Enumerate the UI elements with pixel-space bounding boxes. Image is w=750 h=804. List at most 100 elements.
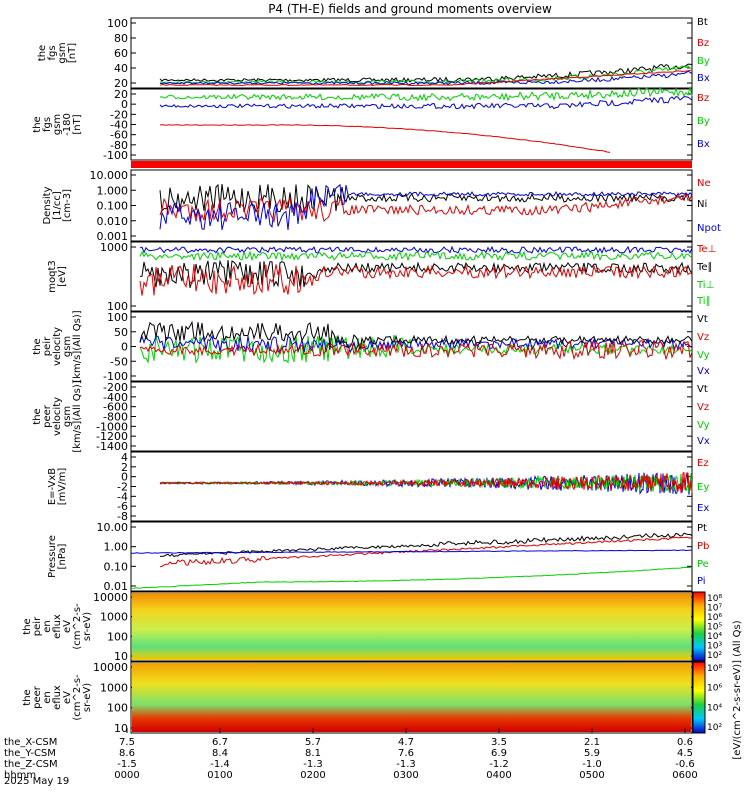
footer-date: 2025 May 19 [4, 776, 69, 787]
legend-Pi: Pi [697, 576, 706, 587]
y-axis-label: gsm [62, 336, 73, 357]
x-row-label: the_Y-CSM [4, 748, 56, 759]
y-axis-label: [cm-3] [62, 189, 73, 222]
y-tick-label: -4 [117, 490, 128, 503]
x-tick-value: 8.4 [212, 748, 228, 759]
y-axis-label: [mV/m] [57, 468, 68, 506]
panel-peir_velocity: 100 50 0-50 -100 the peir velocity gsm [km/s](Al… [32, 310, 710, 383]
colorbar-label: [eV/(cm^2-s-sr-eV)] (All Qs) [732, 620, 743, 759]
y-axis-label: [nT] [67, 43, 78, 63]
x-tick-value: -1.3 [396, 759, 416, 770]
y-tick-label: -600 [103, 401, 128, 414]
y-axis-label: -180 [62, 113, 73, 136]
legend-Vt: Vt [697, 314, 708, 325]
y-tick-label: -1400 [96, 440, 128, 453]
trace-Npot [159, 183, 693, 231]
y-tick-label: -80 [110, 139, 128, 152]
x-tick-value: 0500 [579, 770, 604, 781]
legend-Bx: Bx [697, 73, 710, 84]
y-tick-label: 10 [114, 722, 128, 735]
colorbar-tick-label: 10⁶ [707, 684, 722, 694]
legend-Ey: Ey [697, 482, 709, 493]
legend-Bz: Bz [697, 38, 709, 49]
legend-Ti⊥: Ti⊥ [696, 280, 714, 291]
x-tick-value: -1.5 [117, 759, 137, 770]
heatmap-field [132, 663, 691, 732]
y-tick-label: 20 [114, 88, 128, 101]
x-tick-value: -1.3 [303, 759, 323, 770]
x-tick-value: 0.6 [677, 737, 693, 748]
y-tick-label: 2 [121, 461, 128, 474]
x-tick-value: -1.4 [210, 759, 230, 770]
x-tick-value: 4.7 [398, 737, 414, 748]
y-tick-label: 40 [114, 62, 128, 75]
y-tick-label: 10000 [93, 661, 128, 674]
y-axis-label: Pressure [47, 535, 58, 578]
y-tick-label: -50 [110, 355, 128, 368]
y-tick-label: 60 [114, 47, 128, 60]
legend-Te∥: Te∥ [696, 262, 713, 273]
trace-Te-perp [139, 263, 693, 296]
trace-Pb [159, 536, 693, 568]
y-axis-label: eflux [52, 685, 63, 710]
y-axis-label: (cm^2-s- [72, 674, 83, 721]
y-tick-label: 1000 [100, 611, 128, 624]
x-tick-value: -0.6 [675, 759, 695, 770]
y-tick-label: 100 [107, 311, 128, 324]
x-tick-value: 0400 [486, 770, 511, 781]
trace-Bz [159, 69, 692, 87]
trace-By [159, 85, 693, 102]
y-tick-label: 50 [114, 326, 128, 339]
trace-Vx [139, 334, 693, 354]
y-axis-label: eV [62, 691, 73, 704]
y-tick-label: -1200 [96, 430, 128, 443]
y-tick-label: 1.00 [104, 541, 129, 554]
legend-Bz: Bz [697, 93, 709, 104]
y-axis-label: sr-eV) [82, 683, 93, 712]
y-tick-label: 0 [121, 341, 128, 354]
colorbar-tick-label: 10³ [707, 642, 722, 652]
trace-Ne [159, 192, 693, 224]
y-axis-label: the [22, 618, 33, 634]
x-tick-value: 6.9 [491, 748, 507, 759]
y-tick-label: 1000 [100, 681, 128, 694]
colorbar-tick-label: 10² [707, 723, 722, 733]
x-axis-block: the_X-CSMthe_Y-CSMthe_Z-CSMhhmm7.58.6-1.… [4, 728, 698, 781]
y-tick-label: -40 [110, 119, 128, 132]
y-axis-label: gsm [62, 406, 73, 427]
y-axis-label: [eV] [57, 266, 68, 287]
legend-Ne: Ne [697, 178, 711, 189]
y-axis-label: the [22, 689, 33, 705]
trace-Bt [159, 63, 693, 83]
trace-Ti [139, 250, 693, 262]
y-axis-label: [km/s](All Qs)] [72, 380, 83, 452]
legend-Npot: Npot [697, 223, 721, 234]
y-tick-label: 10.000 [90, 169, 129, 182]
y-tick-label: -20 [110, 108, 128, 121]
x-tick-value: 0000 [114, 770, 139, 781]
y-axis-label: E=-VxB [47, 468, 58, 505]
colorbar-tick-label: 10⁷ [707, 604, 722, 614]
trace-Ez [159, 471, 693, 494]
x-tick-value: 7.5 [119, 737, 135, 748]
panel-peir_spec: 10000 1000 100 10 the peir en eflux eV (cm^2-s-sr… [22, 591, 722, 663]
legend-Vy: Vy [697, 350, 710, 361]
panel-fgs_mag: 100 80 60 40 20 the fgs gsm [nT] Bt Bz By Bx [37, 17, 710, 90]
y-tick-label: -2 [117, 481, 128, 494]
flag-bar [131, 161, 692, 168]
colorbar-tick-label: 10⁴ [707, 703, 722, 713]
legend-Vx: Vx [697, 366, 710, 377]
panel-frame [130, 381, 693, 452]
legend-Ti∥: Ti∥ [696, 296, 711, 307]
y-axis-label: [nPa] [57, 543, 68, 569]
y-axis-label: Density [42, 186, 53, 224]
x-tick-value: 8.1 [305, 748, 321, 759]
trace-Bz [159, 124, 611, 153]
y-tick-label: 80 [114, 32, 128, 45]
y-axis-label: the [32, 338, 43, 354]
y-axis-label: sr-eV) [82, 612, 93, 641]
panel-fgs_comp: 200-20-40-60-80-100 the fgs gsm -180 [nT] Bz By… [32, 85, 710, 162]
y-axis-label: velocity [52, 397, 63, 436]
